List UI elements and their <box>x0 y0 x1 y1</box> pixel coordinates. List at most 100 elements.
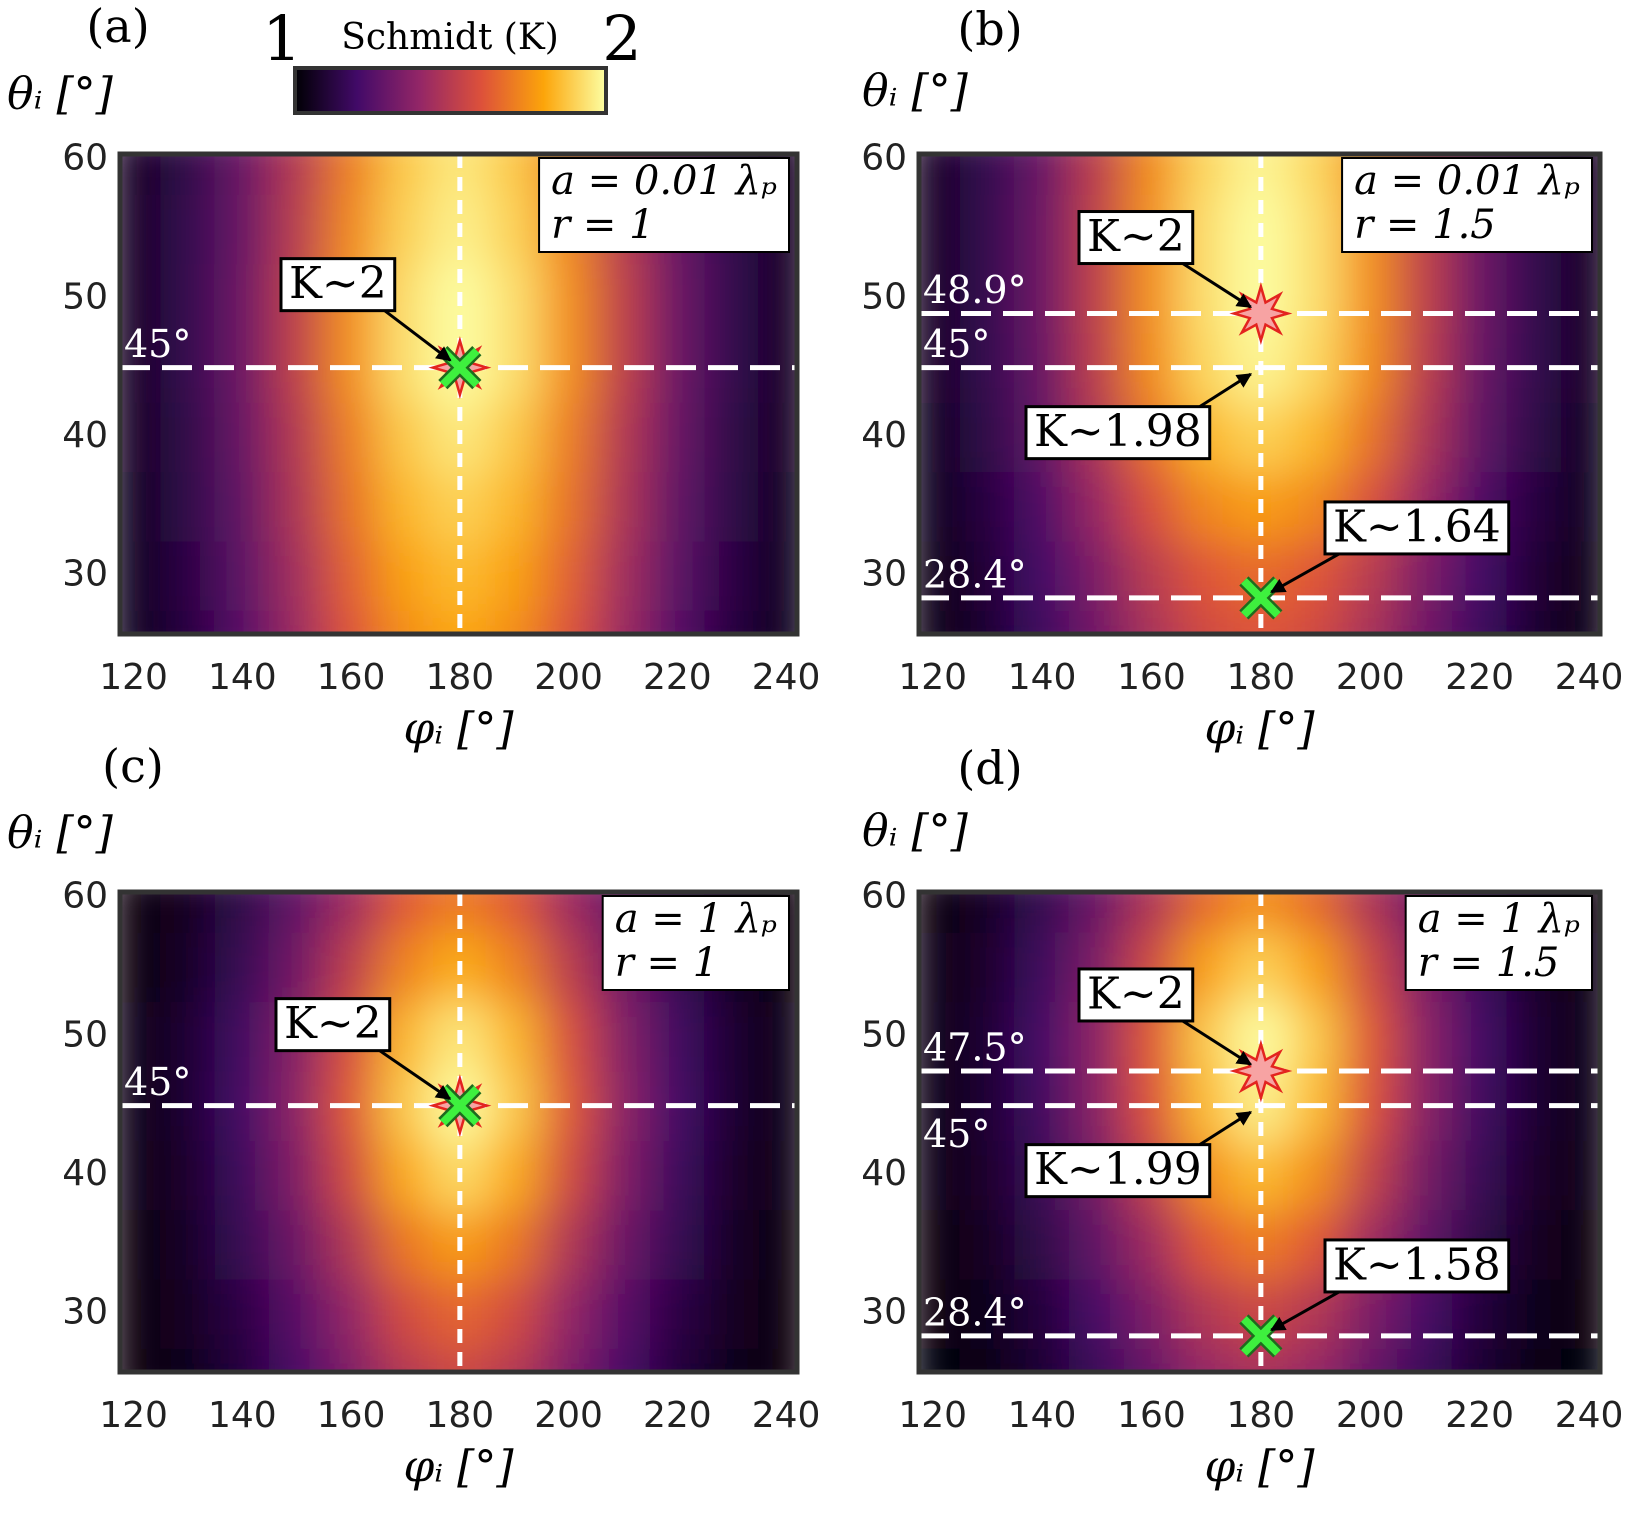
y-tick-label: 50 <box>861 1014 907 1055</box>
heatmap-cell <box>323 401 379 473</box>
heatmap-cell <box>704 1278 760 1349</box>
parameter-box-frame <box>538 157 790 253</box>
heatmap-cell <box>1178 471 1235 542</box>
heatmap-cell <box>540 401 597 473</box>
heatmap-cell <box>959 931 1016 1003</box>
heatmap-cell <box>1506 401 1563 473</box>
heatmap-cell <box>959 892 1016 933</box>
heatmap-cell <box>959 193 1016 265</box>
heatmap-cell <box>377 1278 434 1349</box>
heatmap-cell <box>919 1001 961 1072</box>
heatmap-cell <box>269 471 325 542</box>
heatmap-cell <box>1561 263 1600 334</box>
parameter-text: r = 1 <box>615 940 719 986</box>
heatmap-cell <box>377 401 434 473</box>
panel-label: (b) <box>957 2 1022 56</box>
heatmap-cell <box>1123 471 1180 542</box>
heatmap-cell <box>959 154 1016 195</box>
heatmap-cell <box>486 1209 542 1280</box>
heatmap-cell <box>595 1347 651 1372</box>
heatmap-cell <box>323 193 379 265</box>
heatmap-cell <box>269 1139 325 1211</box>
colorbar-tick-label: 2 <box>602 2 641 75</box>
x-axis-label: φᵢ [°] <box>404 704 515 755</box>
heatmap-cell <box>1506 263 1563 334</box>
heatmap-cell <box>540 1347 597 1372</box>
heatmap-cell <box>160 1001 216 1072</box>
heatmap-cell <box>595 1209 651 1280</box>
heatmap-cell <box>160 1278 216 1349</box>
plot-frame <box>916 151 1603 637</box>
heatmap-cell <box>1014 1001 1070 1072</box>
heatmap-cell <box>540 1001 597 1072</box>
heatmap-cell <box>1068 1209 1125 1280</box>
heatmap-cell <box>758 1278 797 1349</box>
heatmap-cell <box>160 1209 216 1280</box>
x-tick-label: 220 <box>643 657 712 698</box>
plot-frame <box>916 889 1603 1375</box>
heatmap-cell <box>919 892 961 933</box>
heatmap-cell <box>214 1347 271 1372</box>
heatmap-cell <box>377 193 434 265</box>
heatmap-cell <box>269 609 325 634</box>
x-tick-label: 240 <box>752 657 821 698</box>
heatmap-cell <box>959 263 1016 334</box>
reference-line-label: 48.9° <box>923 268 1027 312</box>
annotation-text: K~2 <box>1087 968 1185 1019</box>
heatmap-cell <box>1451 401 1508 473</box>
heatmap-cell <box>1342 892 1399 933</box>
heatmap-cell <box>160 892 216 933</box>
heatmap-cell <box>1014 154 1070 195</box>
heatmap-cell <box>120 263 162 334</box>
heatmap-cell <box>1506 471 1563 542</box>
marker-star <box>1229 281 1293 345</box>
x-tick-label: 120 <box>99 1395 168 1436</box>
heatmap-cell <box>1561 401 1600 473</box>
heatmap-cell <box>120 931 162 1003</box>
reference-line-label: 45° <box>923 1112 990 1156</box>
heatmap-cell <box>1123 263 1180 334</box>
heatmap-cell <box>120 1001 162 1072</box>
annotation-text: K~1.98 <box>1034 406 1202 457</box>
heatmap-cell <box>758 609 797 634</box>
annotation-text: K~1.58 <box>1333 1239 1501 1290</box>
heatmap-cell <box>959 1209 1016 1280</box>
x-tick-label: 240 <box>1555 657 1624 698</box>
heatmap-cell <box>1068 892 1125 933</box>
heatmap-cell <box>649 1209 706 1280</box>
heatmap-cell <box>919 401 961 473</box>
heatmap-cell <box>1561 1001 1600 1072</box>
x-axis-label: φᵢ [°] <box>1205 704 1316 755</box>
annotation-arrow <box>383 309 452 362</box>
x-tick-label: 120 <box>898 657 967 698</box>
x-tick-label: 140 <box>208 1395 277 1436</box>
heatmap-cell <box>323 892 379 933</box>
heatmap-cell <box>1014 471 1070 542</box>
heatmap-cell <box>595 401 651 473</box>
x-tick-label: 200 <box>534 1395 603 1436</box>
x-tick-label: 140 <box>1008 657 1077 698</box>
heatmap-cell <box>214 609 271 634</box>
heatmap-cell <box>1014 931 1070 1003</box>
x-tick-label: 240 <box>1555 1395 1624 1436</box>
panel: 48.9° 45° 28.4° 120 140 160 180 200 220 240 30 40 50… <box>861 2 1623 755</box>
x-tick-label: 240 <box>752 1395 821 1436</box>
heatmap-cell <box>704 401 760 473</box>
annotation-text: K~2 <box>284 998 382 1049</box>
heatmap-cell <box>595 1001 651 1072</box>
annotation-box <box>1024 1143 1212 1199</box>
annotation-arrow <box>1270 1290 1340 1332</box>
parameter-box-frame <box>1404 895 1593 991</box>
heatmap-cell <box>160 540 216 611</box>
heatmap-cell <box>1123 609 1180 634</box>
heatmap-cell <box>214 1278 271 1349</box>
annotation-arrow <box>1198 372 1253 408</box>
panel-label: (a) <box>86 0 149 53</box>
heatmap-cell <box>1014 193 1070 265</box>
heatmap-cell <box>540 540 597 611</box>
parameter-text: r = 1 <box>551 202 655 248</box>
heatmap-cell <box>919 609 961 634</box>
y-tick-label: 40 <box>861 1153 907 1194</box>
heatmap-cell <box>1287 193 1344 265</box>
heatmap-cell <box>377 609 434 634</box>
